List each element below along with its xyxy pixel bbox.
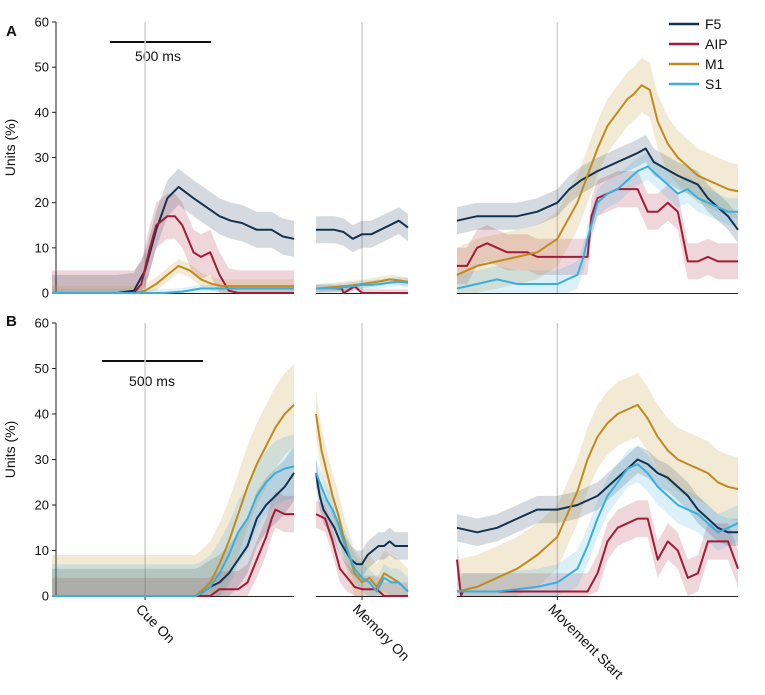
series-line-m1 [456, 403, 739, 593]
series-line-f5 [315, 472, 408, 566]
ci-band-m1 [457, 373, 738, 596]
panel-b: B 0 10 20 30 40 50 60 Units (%) 500 ms Cue On Memor… [2, 313, 739, 682]
ci-band-aip [457, 171, 738, 284]
ci-band-aip [457, 500, 738, 596]
series-line-aip [52, 215, 294, 294]
legend: F5 AIP M1 S1 [669, 16, 728, 92]
ci-band-aip [316, 500, 408, 596]
series-line-aip [315, 513, 408, 597]
ci-band-aip [316, 282, 408, 293]
y-tick-label: 0 [42, 286, 49, 301]
y-tick-label: 30 [35, 150, 49, 165]
series-line-f5 [456, 147, 739, 231]
legend-label-f5: F5 [705, 16, 722, 32]
panel-letter: B [6, 313, 17, 330]
series-line-s1 [457, 463, 739, 593]
ci-band-m1 [457, 58, 738, 293]
panel-a: A 0 10 20 30 40 50 60 Units (%) 500 ms F5 AIP M1 S1 [2, 15, 739, 301]
series-line-m1 [315, 278, 409, 290]
ci-band-f5 [316, 459, 408, 578]
series-line-s1 [315, 472, 409, 593]
scale-bar-label: 500 ms [129, 373, 175, 389]
series-line-s1 [316, 280, 409, 290]
legend-label-m1: M1 [705, 56, 725, 72]
y-axis-label: Units (%) [2, 421, 18, 479]
legend-label-s1: S1 [705, 76, 722, 92]
series-line-s1 [456, 165, 738, 290]
event-label-0: Cue On [133, 601, 178, 646]
ci-band-s1 [457, 153, 738, 293]
y-tick-label: 40 [35, 407, 49, 422]
legend-label-aip: AIP [705, 36, 728, 52]
ci-band-s1 [52, 434, 294, 596]
series-line-s1 [52, 465, 295, 597]
event-label-2: Movement Start [545, 601, 626, 682]
panel-letter: A [6, 23, 17, 40]
y-tick-label: 10 [35, 240, 49, 255]
y-tick-label: 50 [35, 60, 49, 75]
ci-band-m1 [52, 259, 294, 293]
ci-band-m1 [316, 391, 408, 596]
series-line-f5 [456, 458, 738, 534]
ci-band-f5 [457, 134, 738, 244]
y-tick-label: 40 [35, 105, 49, 120]
series-line-f5 [52, 185, 295, 294]
series-line-f5 [316, 219, 409, 240]
y-tick-label: 60 [35, 316, 49, 331]
y-tick-label: 50 [35, 361, 49, 376]
series-line-aip [457, 188, 738, 267]
y-tick-label: 20 [35, 498, 49, 513]
ci-band-f5 [52, 445, 294, 596]
y-tick-label: 30 [35, 452, 49, 467]
event-label-1: Memory On [350, 601, 413, 664]
ci-band-f5 [316, 207, 408, 253]
ci-band-aip [52, 491, 294, 596]
y-tick-label: 60 [35, 15, 49, 30]
series-line-m1 [52, 264, 294, 294]
scale-bar-label: 500 ms [135, 48, 181, 64]
y-tick-label: 20 [35, 195, 49, 210]
series-line-m1 [456, 84, 739, 276]
series-line-m1 [315, 413, 409, 593]
ci-band-aip [52, 193, 294, 293]
series-line-s1 [52, 287, 294, 294]
y-tick-label: 10 [35, 543, 49, 558]
y-axis-label: Units (%) [2, 119, 18, 177]
ci-band-m1 [52, 364, 294, 596]
y-tick-label: 0 [42, 589, 49, 604]
